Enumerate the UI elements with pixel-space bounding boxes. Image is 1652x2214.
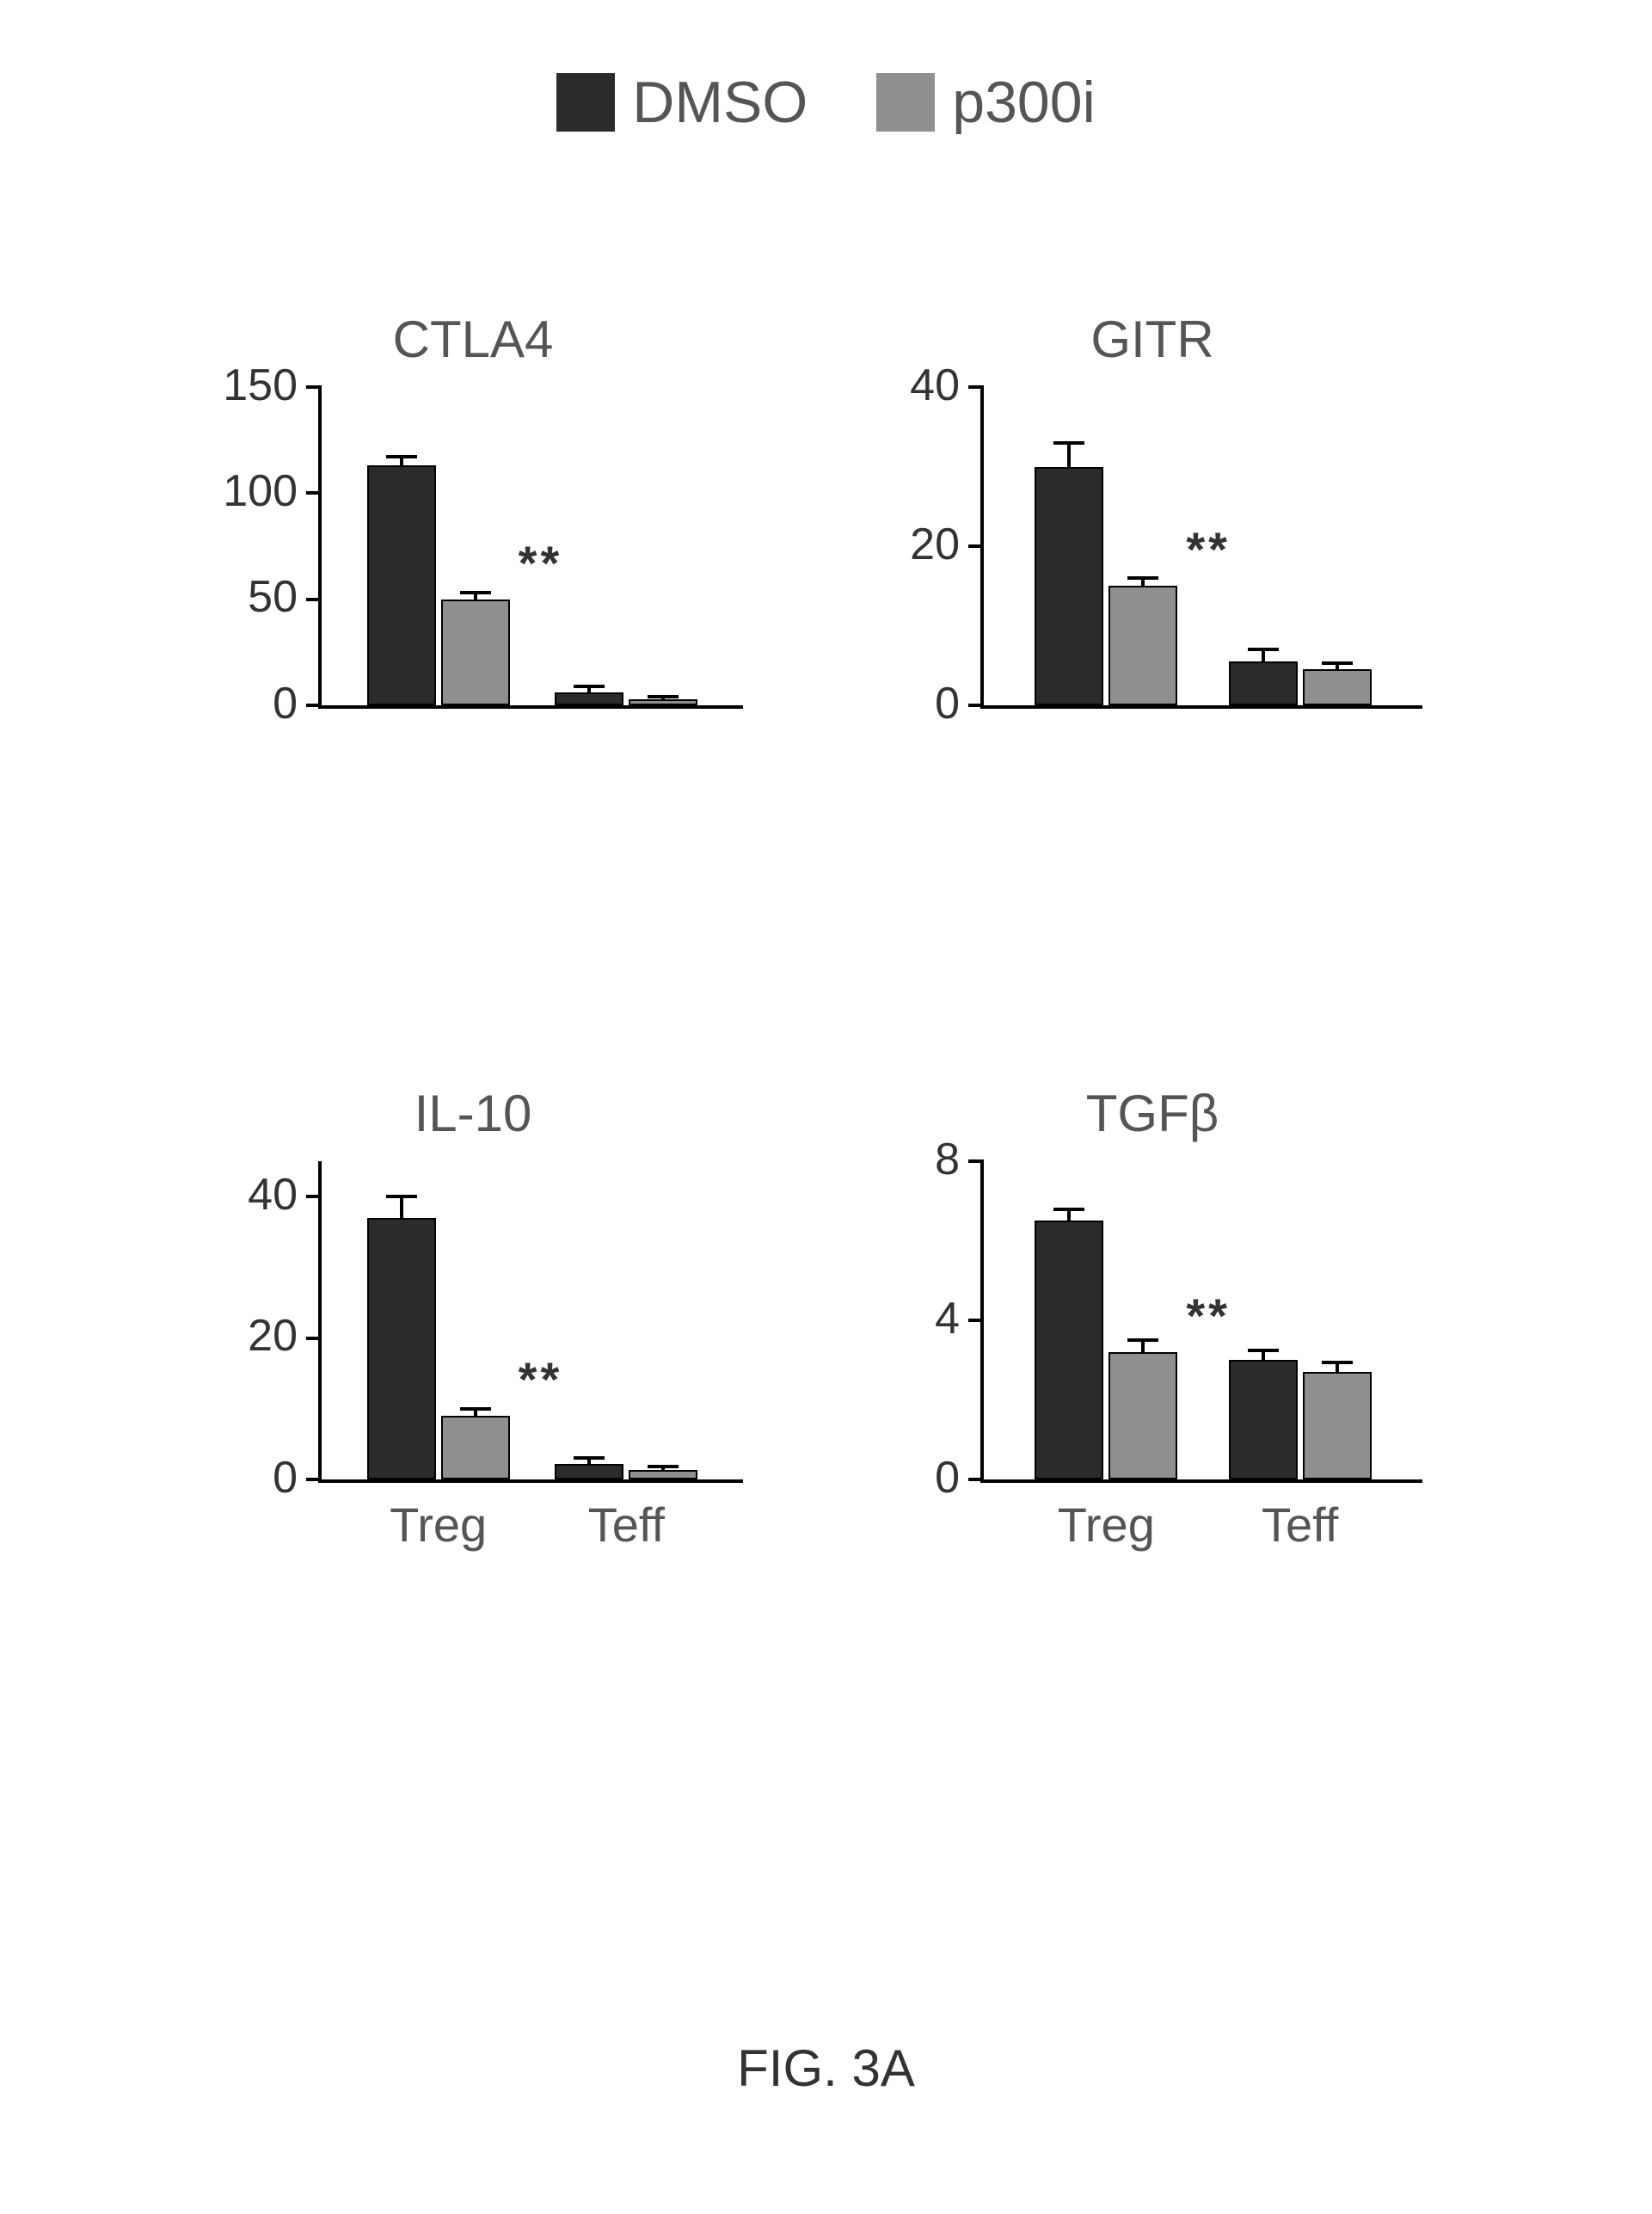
significance-marker: ** [519,535,563,591]
error-bar [400,1196,403,1218]
bar-treg-dmso [367,1218,436,1479]
y-tick-label: 8 [857,1134,960,1185]
bar-treg-p300i [441,600,510,705]
bar-treg-p300i [1108,1352,1177,1479]
y-tick [968,385,984,389]
chart-title: IL-10 [206,1084,740,1143]
error-cap [386,455,417,458]
y-tick [968,1478,984,1481]
bar-teff-dmso [555,692,623,705]
bar-treg-p300i [1108,586,1177,705]
figure-label: FIG. 3A [0,2039,1652,2098]
x-axis-label: Teff [1203,1497,1397,1553]
y-tick [306,1337,322,1340]
significance-marker: ** [1186,521,1231,577]
y-tick-label: 20 [857,519,960,570]
x-axis-label: Teff [529,1497,723,1553]
x-axis-label: Treg [341,1497,536,1553]
y-tick-label: 40 [857,360,960,411]
bar-teff-p300i [629,1470,697,1479]
bar-treg-p300i [441,1416,510,1479]
bar-treg-dmso [1035,1221,1103,1479]
legend-swatch-p300i [876,73,935,132]
bar-teff-p300i [1303,669,1372,705]
error-cap [386,1195,417,1198]
chart-il10: IL-10 02040**TregTeff [206,1084,740,1565]
error-bar [1141,1340,1145,1352]
bar-treg-dmso [367,465,436,705]
y-tick-label: 20 [194,1310,298,1362]
error-cap [648,1465,679,1468]
error-cap [1053,1208,1084,1211]
y-tick [968,544,984,548]
y-tick-label: 40 [194,1169,298,1221]
y-tick-label: 100 [194,465,298,517]
error-cap [1248,1349,1279,1352]
y-tick-label: 0 [194,678,298,729]
error-cap [574,1456,605,1460]
bar-teff-dmso [555,1464,623,1479]
legend-label: p300i [952,69,1095,136]
plot-area: 02040** [980,387,1422,709]
y-tick [968,1159,984,1163]
y-tick-label: 50 [194,571,298,623]
y-tick-label: 0 [857,1452,960,1504]
legend-item-p300i: p300i [876,69,1095,136]
error-bar [1067,1209,1071,1221]
figure-page: DMSOp300i CTLA4050100150**GITR02040**IL-… [0,0,1652,2214]
y-tick-label: 150 [194,360,298,411]
error-bar [1067,443,1071,467]
error-cap [460,1407,491,1411]
error-cap [1127,1338,1158,1342]
chart-gitr: GITR 02040** [886,310,1419,723]
error-cap [574,685,605,688]
error-cap [1248,648,1279,651]
significance-marker: ** [519,1351,563,1407]
y-tick-label: 4 [857,1293,960,1344]
legend-item-dmso: DMSO [556,69,808,136]
y-tick [306,1478,322,1481]
error-cap [1322,1361,1353,1364]
y-tick [306,491,322,495]
plot-area: 050100150** [318,387,743,709]
y-tick [306,1195,322,1198]
error-cap [1127,576,1158,580]
y-tick [306,598,322,601]
error-bar [1262,649,1265,661]
legend-swatch-dmso [556,73,615,132]
bar-teff-dmso [1229,661,1298,705]
y-tick [306,385,322,389]
legend: DMSO p300i [0,69,1652,136]
plot-area: 048**TregTeff [980,1161,1422,1483]
bar-treg-dmso [1035,467,1103,706]
legend-label: DMSO [632,69,808,136]
chart-title: GITR [886,310,1419,369]
y-tick [968,1319,984,1322]
chart-ctla4: CTLA4050100150** [206,310,740,723]
y-tick [968,704,984,707]
error-cap [648,695,679,698]
bar-teff-p300i [629,699,697,705]
y-tick [306,704,322,707]
significance-marker: ** [1186,1288,1231,1344]
bar-teff-dmso [1229,1360,1298,1479]
error-cap [460,591,491,594]
plot-area: 02040**TregTeff [318,1161,743,1483]
bar-teff-p300i [1303,1372,1372,1479]
chart-tgfb: TGFβ 048**TregTeff [886,1084,1419,1565]
y-tick-label: 0 [194,1452,298,1504]
error-cap [1322,661,1353,665]
x-axis-label: Treg [1009,1497,1203,1553]
error-cap [1053,441,1084,445]
chart-title: TGFβ [886,1084,1419,1143]
y-tick-label: 0 [857,678,960,729]
